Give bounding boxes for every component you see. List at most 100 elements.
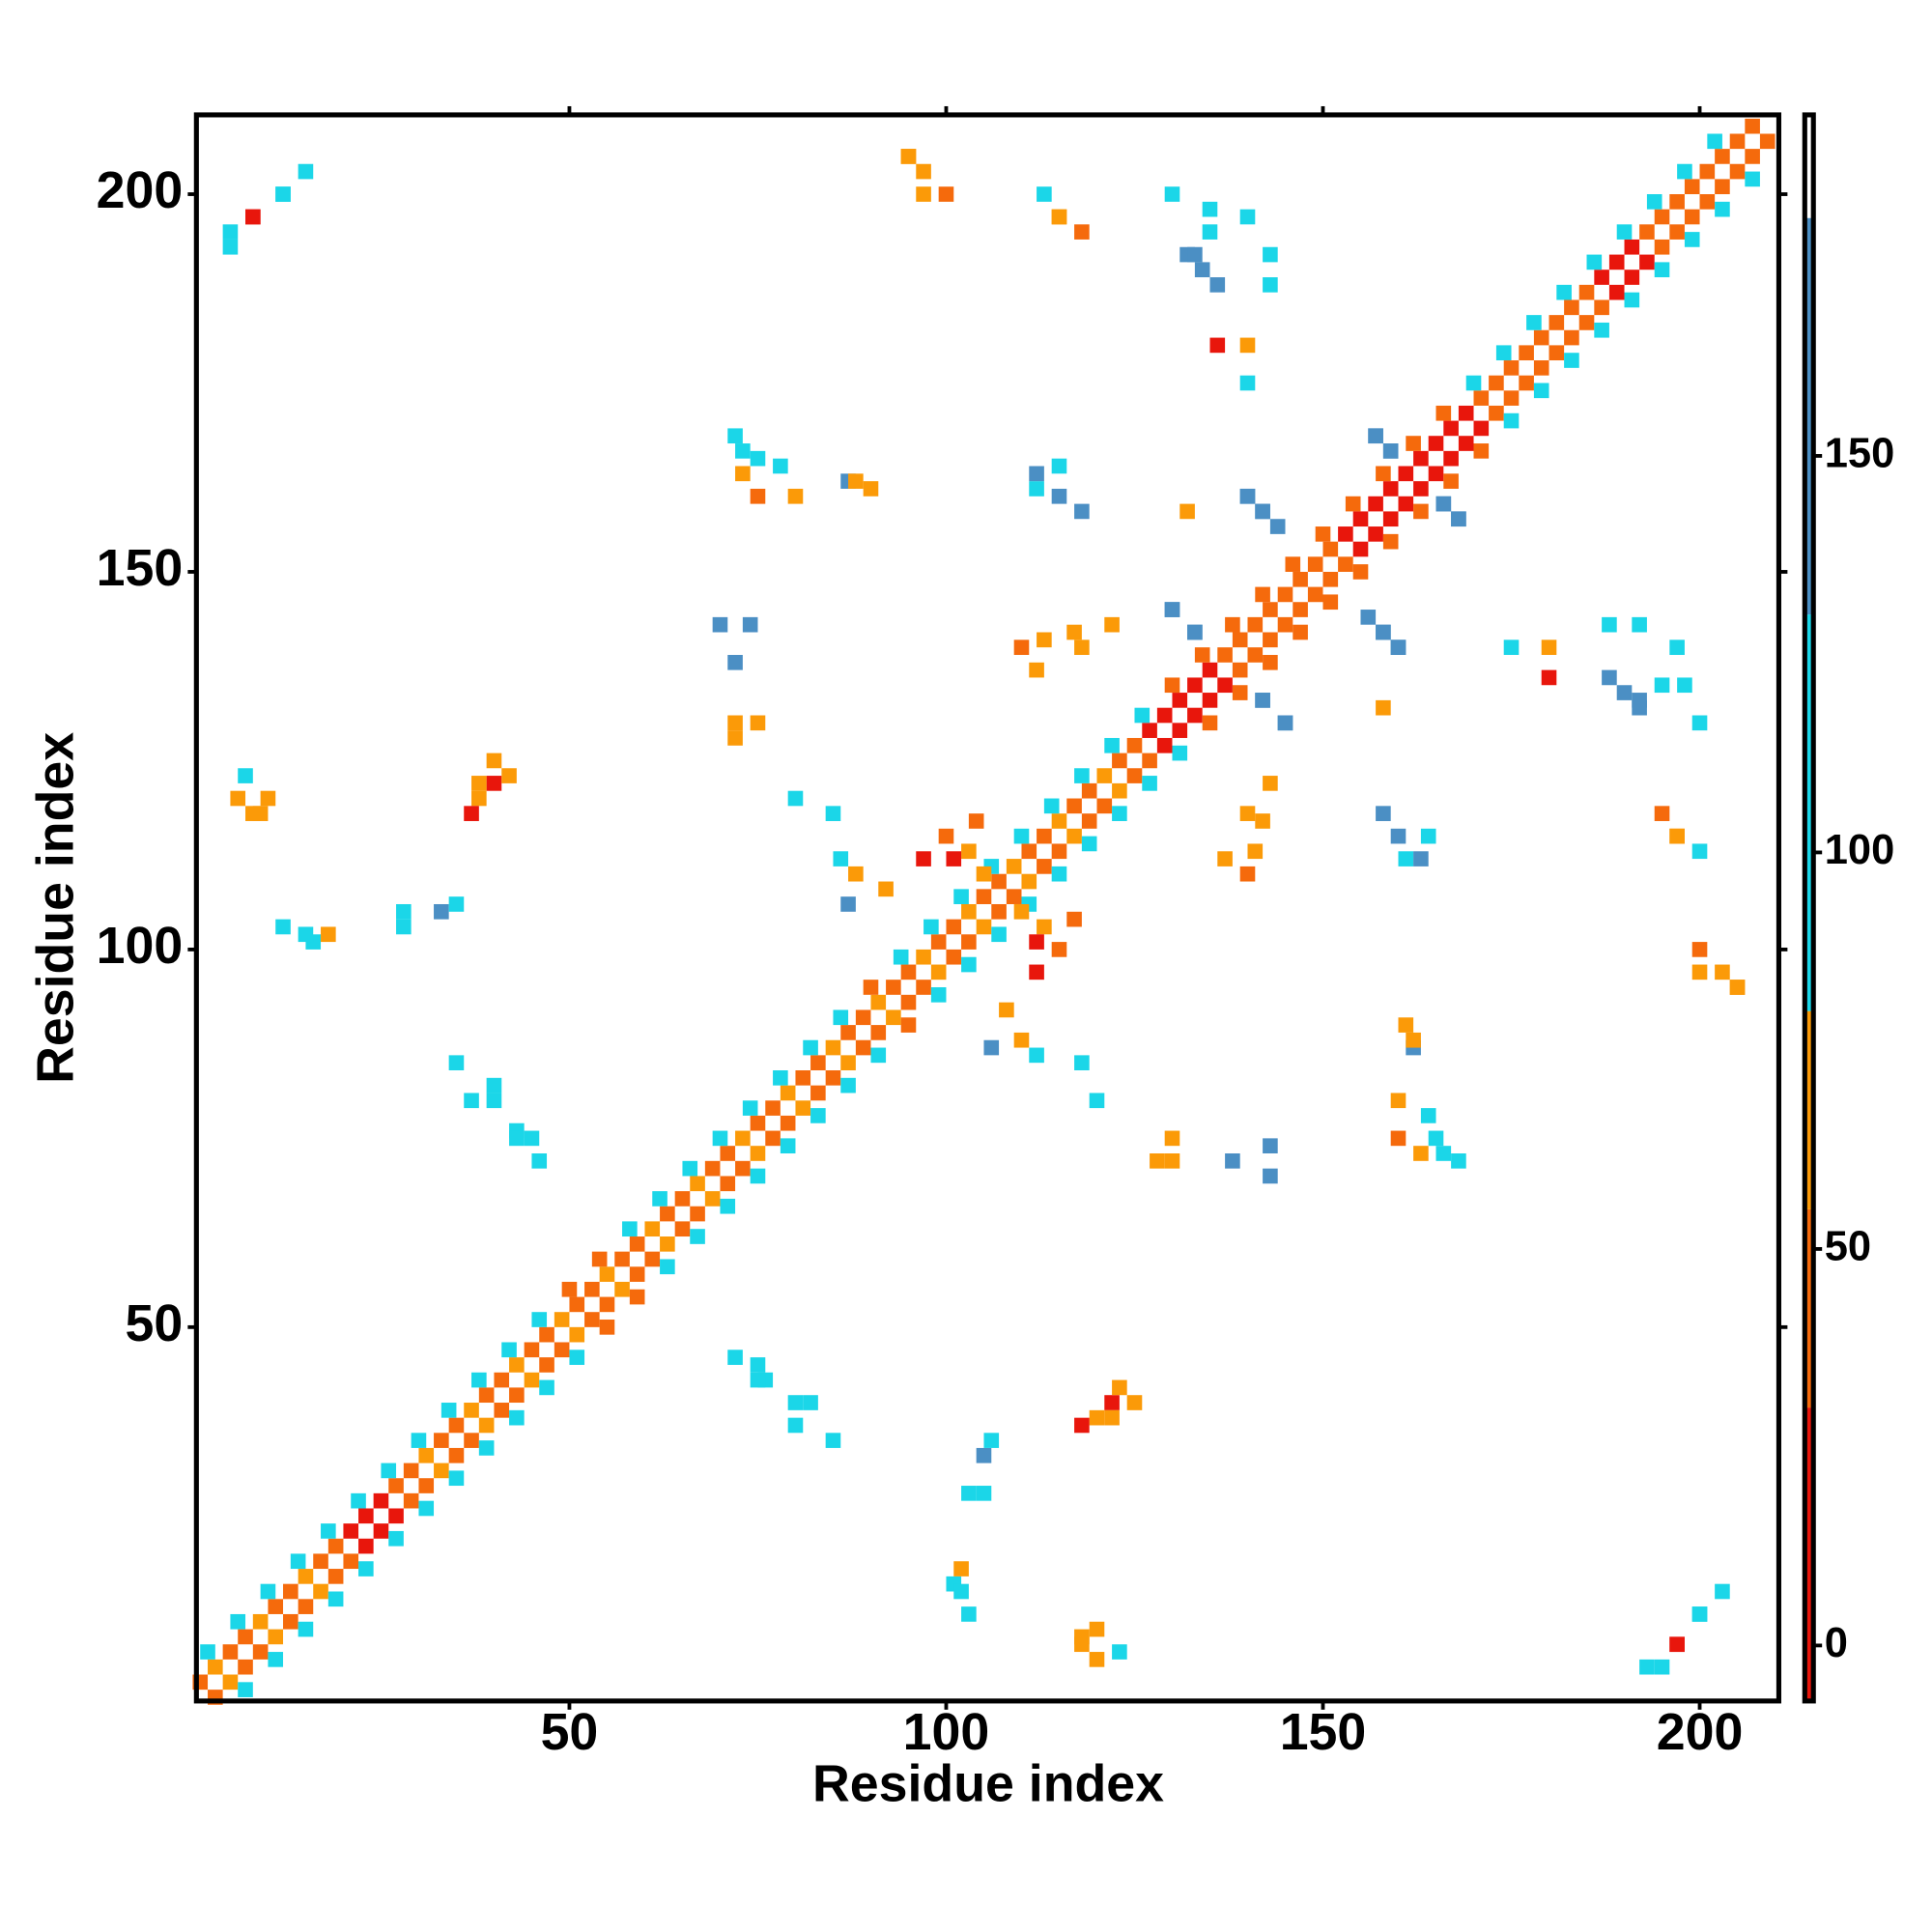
heatmap-cell xyxy=(1232,662,1248,678)
heatmap-cell xyxy=(464,1093,479,1109)
heatmap-cell xyxy=(222,224,239,240)
colorbar-tick-label: 150 xyxy=(1825,430,1895,476)
heatmap-cell xyxy=(1051,488,1067,504)
heatmap-cell xyxy=(1074,1636,1090,1653)
heatmap-cell xyxy=(1164,1153,1180,1169)
heatmap-cell xyxy=(1699,194,1716,210)
heatmap-cell xyxy=(1533,360,1549,376)
heatmap-cell xyxy=(1556,284,1572,300)
heatmap-cell xyxy=(916,163,931,180)
heatmap-cell xyxy=(1307,586,1323,603)
heatmap-cell xyxy=(991,903,1007,920)
heatmap-cell xyxy=(1089,1621,1105,1637)
heatmap-cell xyxy=(1081,813,1097,829)
heatmap-cell xyxy=(1473,420,1490,437)
heatmap-cell xyxy=(765,1100,781,1116)
heatmap-cell xyxy=(780,1085,796,1101)
heatmap-cell xyxy=(1021,843,1037,860)
heatmap-cell xyxy=(1413,1146,1429,1161)
heatmap-cell xyxy=(554,1312,570,1327)
heatmap-cell xyxy=(1654,239,1670,255)
heatmap-cell xyxy=(531,1312,548,1327)
heatmap-cell xyxy=(991,926,1007,943)
heatmap-cell xyxy=(1624,270,1640,285)
heatmap-cell xyxy=(1578,284,1595,300)
heatmap-cell xyxy=(1013,639,1030,655)
heatmap-cell xyxy=(886,980,901,995)
heatmap-cell xyxy=(494,1372,510,1388)
heatmap-cell xyxy=(1390,1093,1406,1109)
heatmap-cell xyxy=(720,1198,736,1214)
heatmap-cell xyxy=(1006,889,1022,904)
heatmap-cell xyxy=(1602,616,1617,633)
heatmap-cell xyxy=(539,1357,554,1373)
heatmap-cell xyxy=(464,1403,479,1418)
heatmap-cell xyxy=(554,1342,570,1358)
heatmap-cell xyxy=(448,1447,465,1463)
heatmap-cell xyxy=(1089,1652,1105,1667)
heatmap-cell xyxy=(1489,405,1504,421)
heatmap-cell xyxy=(886,1009,901,1026)
heatmap-cell xyxy=(1548,315,1565,330)
heatmap-cell xyxy=(208,1659,223,1675)
heatmap-cell xyxy=(1051,942,1067,957)
heatmap-cell xyxy=(531,1153,548,1169)
heatmap-cell xyxy=(260,1583,276,1600)
heatmap-cell xyxy=(1669,639,1685,655)
heatmap-cell xyxy=(418,1478,435,1493)
heatmap-cell xyxy=(976,866,992,882)
heatmap-cell xyxy=(1239,375,1256,391)
heatmap-cell xyxy=(388,1478,404,1493)
heatmap-cell xyxy=(1677,163,1692,180)
heatmap-cell xyxy=(1376,466,1391,482)
heatmap-cell xyxy=(448,1470,465,1487)
heatmap-cell xyxy=(584,1312,600,1327)
heatmap-cell xyxy=(614,1251,630,1267)
heatmap-cell xyxy=(396,919,412,935)
heatmap-cell xyxy=(238,1682,253,1697)
heatmap-cell xyxy=(1142,753,1157,769)
heatmap-cell xyxy=(260,790,276,807)
heatmap-cell xyxy=(1255,586,1270,603)
heatmap-cell xyxy=(1691,942,1708,957)
heatmap-cell xyxy=(1398,496,1414,512)
heatmap-cell xyxy=(938,186,954,202)
heatmap-cell xyxy=(358,1561,374,1577)
heatmap-cell xyxy=(1217,851,1233,867)
heatmap-cell xyxy=(245,209,261,225)
heatmap-cell xyxy=(1376,806,1391,821)
heatmap-cell xyxy=(1322,541,1339,557)
heatmap-cell xyxy=(1112,806,1127,821)
heatmap-cell xyxy=(1112,782,1127,799)
heatmap-cell xyxy=(1729,980,1746,995)
heatmap-cell xyxy=(471,790,487,807)
heatmap-cell xyxy=(1707,133,1722,150)
heatmap-cell xyxy=(1519,375,1534,391)
heatmap-cell xyxy=(327,1538,344,1554)
heatmap-cell xyxy=(1684,232,1700,247)
heatmap-cell xyxy=(855,1009,871,1026)
heatmap-cell xyxy=(381,1463,397,1479)
heatmap-cell xyxy=(321,926,336,943)
colorbar-segment xyxy=(1804,1010,1814,1209)
heatmap-cell xyxy=(1051,843,1067,860)
heatmap-cell xyxy=(1352,564,1369,580)
heatmap-cell xyxy=(660,1259,675,1275)
heatmap-cell xyxy=(471,776,487,791)
colorbar-tick-label: 50 xyxy=(1825,1223,1871,1269)
heatmap-cell xyxy=(1669,1636,1685,1653)
heatmap-cell xyxy=(478,1417,495,1434)
heatmap-cell xyxy=(1263,1138,1278,1154)
heatmap-cell xyxy=(1225,1153,1240,1169)
heatmap-cell xyxy=(1194,262,1210,278)
heatmap-cell xyxy=(1263,602,1278,617)
heatmap-cell xyxy=(298,1569,314,1584)
heatmap-cell xyxy=(968,813,984,829)
heatmap-cell xyxy=(1029,466,1044,482)
heatmap-cell xyxy=(1548,345,1565,361)
heatmap-cell xyxy=(1691,715,1708,731)
heatmap-cell xyxy=(1277,586,1293,603)
heatmap-cell xyxy=(1594,322,1609,338)
heatmap-cell xyxy=(976,1486,992,1501)
heatmap-cell xyxy=(1164,1130,1180,1147)
